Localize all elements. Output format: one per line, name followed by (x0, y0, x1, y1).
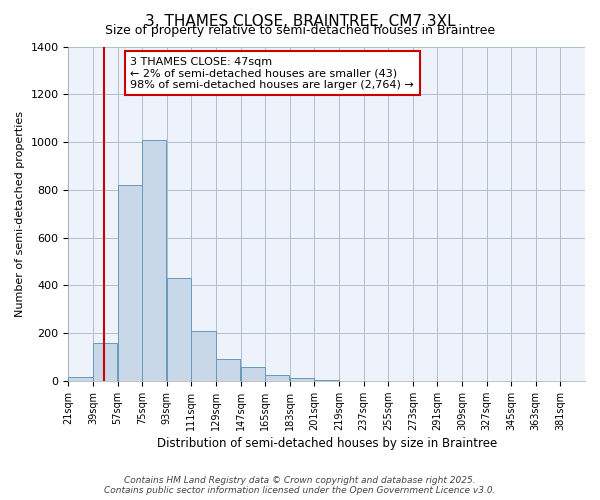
Text: 3, THAMES CLOSE, BRAINTREE, CM7 3XL: 3, THAMES CLOSE, BRAINTREE, CM7 3XL (145, 14, 455, 29)
Bar (265, 375, 289, 381)
Bar (68, 376, 92, 381)
X-axis label: Distribution of semi-detached houses by size in Braintree: Distribution of semi-detached houses by … (157, 437, 497, 450)
Bar (93, 342, 117, 381)
Bar (241, 366, 265, 381)
Bar (118, 185, 142, 381)
Bar (290, 378, 314, 381)
Text: Size of property relative to semi-detached houses in Braintree: Size of property relative to semi-detach… (105, 24, 495, 37)
Text: 3 THAMES CLOSE: 47sqm
← 2% of semi-detached houses are smaller (43)
98% of semi-: 3 THAMES CLOSE: 47sqm ← 2% of semi-detac… (130, 56, 414, 90)
Bar (314, 380, 338, 381)
Bar (167, 278, 191, 381)
Bar (142, 140, 166, 381)
Y-axis label: Number of semi-detached properties: Number of semi-detached properties (15, 110, 25, 316)
Bar (191, 330, 215, 381)
Bar (216, 360, 240, 381)
Text: Contains HM Land Registry data © Crown copyright and database right 2025.
Contai: Contains HM Land Registry data © Crown c… (104, 476, 496, 495)
